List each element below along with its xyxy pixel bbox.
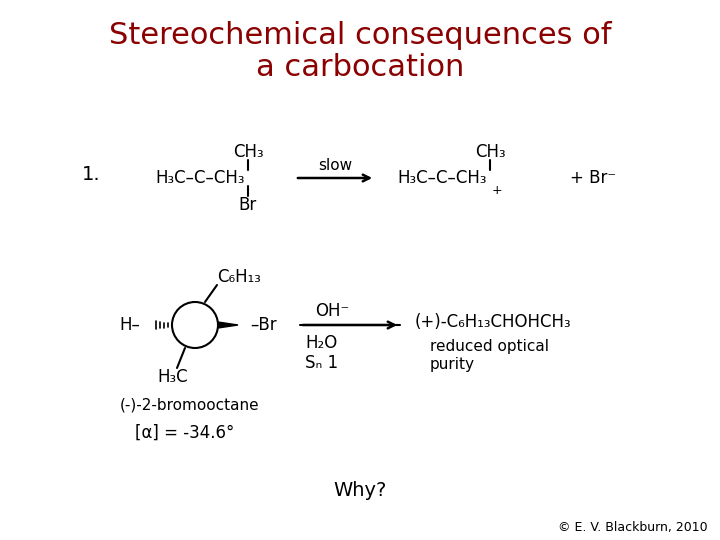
Text: (-)-2-bromooctane: (-)-2-bromooctane bbox=[120, 397, 260, 413]
Text: © E. V. Blackburn, 2010: © E. V. Blackburn, 2010 bbox=[559, 522, 708, 535]
Text: slow: slow bbox=[318, 158, 352, 172]
Text: Why?: Why? bbox=[333, 481, 387, 500]
Text: H₃C: H₃C bbox=[158, 368, 189, 386]
Text: H–: H– bbox=[119, 316, 140, 334]
Text: Stereochemical consequences of: Stereochemical consequences of bbox=[109, 21, 611, 50]
Text: –Br: –Br bbox=[250, 316, 276, 334]
Text: + Br⁻: + Br⁻ bbox=[570, 169, 616, 187]
Text: OH⁻: OH⁻ bbox=[315, 302, 349, 320]
Text: H₂O: H₂O bbox=[305, 334, 337, 352]
Text: purity: purity bbox=[430, 357, 475, 373]
Text: H₃C–C–CH₃: H₃C–C–CH₃ bbox=[397, 169, 487, 187]
Text: Br: Br bbox=[239, 196, 257, 214]
Text: Sₙ 1: Sₙ 1 bbox=[305, 354, 338, 372]
Text: CH₃: CH₃ bbox=[474, 143, 505, 161]
Text: +: + bbox=[492, 185, 503, 198]
Text: (+)-C₆H₁₃CHOHCH₃: (+)-C₆H₁₃CHOHCH₃ bbox=[415, 313, 572, 331]
Text: a carbocation: a carbocation bbox=[256, 53, 464, 83]
Text: 1.: 1. bbox=[82, 165, 101, 185]
Text: H₃C–C–CH₃: H₃C–C–CH₃ bbox=[156, 169, 245, 187]
Text: reduced optical: reduced optical bbox=[430, 340, 549, 354]
Text: CH₃: CH₃ bbox=[233, 143, 264, 161]
Text: C₆H₁₃: C₆H₁₃ bbox=[217, 268, 261, 286]
Text: [α] = -34.6°: [α] = -34.6° bbox=[135, 424, 235, 442]
Polygon shape bbox=[218, 322, 238, 328]
